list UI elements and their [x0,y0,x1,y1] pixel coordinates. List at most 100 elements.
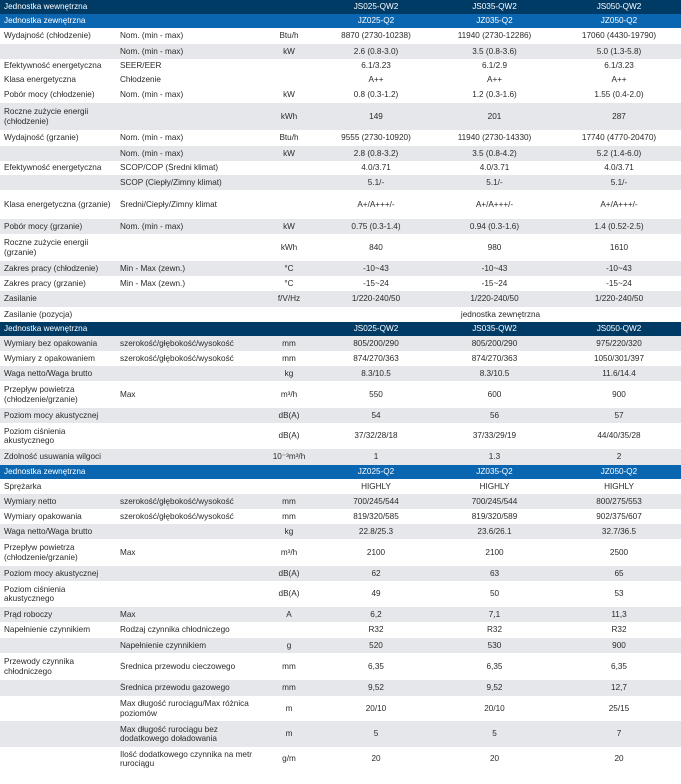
row-unit: kg [284,368,294,378]
value-035: R32 [486,625,503,635]
table-row: Poziom mocy akustycznej dB(A) 54 56 57 [0,408,681,423]
table-row: Przepływ powietrza (chłodzenie/grzanie) M… [0,539,681,566]
value-050: 902/375/607 [596,511,642,521]
value-035: 1/220-240/50 [470,294,519,304]
indoor-unit-header: Jednostka wewnętrzna JS025-QW2 JS035-QW2 JS… [0,0,681,14]
row-unit: mm [282,496,296,506]
table-row: Pobór mocy (chłodzenie) Nom. (min - max) k… [0,87,681,103]
row-unit: °C [284,263,294,273]
table-row: Max długość rurociągu/Max różnica poziom… [0,696,681,721]
table-row: Poziom mocy akustycznej dB(A) 62 63 65 [0,566,681,581]
value-035: 980 [487,242,502,252]
table-row: Napełnienie czynnikiem Rodzaj czynnika ch… [0,622,681,638]
value-050: 11,3 [611,609,627,619]
value-035: 9,52 [486,683,503,693]
value-050: 2 [616,452,622,462]
row-label: Zakres pracy (chłodzenie) [4,263,99,273]
value-035: 23.6/26.1 [477,526,512,536]
value-050: 6.1/3.23 [604,61,634,71]
value-025: 37/32/28/18 [354,431,398,441]
value-025: 6,35 [368,661,384,671]
value-050: 20 [614,754,624,764]
value-025: 149 [369,111,383,121]
value-050: A+/A+++/- [600,199,638,209]
row-unit: kW [283,221,295,231]
value-050: 6,35 [611,661,627,671]
row-label: Zakres pracy (grzanie) [4,278,86,288]
value-025: 2.6 (0.8-3.0) [353,46,399,56]
table-row: Przewody czynnika chłodniczego Średnica p… [0,653,681,680]
value-050: 1610 [609,242,629,252]
value-025: 22.8/25.3 [358,526,394,536]
row-unit: g [286,640,292,650]
value-025: 20 [371,754,381,764]
row-label: Sprężarka [4,481,42,491]
value-050: 5.2 (1.4-6.0) [596,148,642,158]
value-050: 17060 (4430-19790) [581,31,657,41]
value-025: 1/220-240/50 [351,294,401,304]
table-row: Wydajność (chłodzenie) Nom. (min - max) Bt… [0,28,681,44]
table-row: Prąd roboczy Max A 6,2 7,1 11,3 [0,607,681,622]
value-050: 11.6/14.4 [602,368,636,378]
row-condition: Ilość dodatkowego czynnika na metr ruroc… [120,749,252,768]
value-025: JS025-QW2 [353,324,399,334]
row-condition: Napełnienie czynnikiem [120,640,207,650]
value-025: JZ025-Q2 [357,16,395,26]
value-050: 57 [614,410,624,420]
table-row: SCOP (Ciepły/Zimny klimat) 5.1/- 5.1/- 5.1/… [0,175,681,190]
row-condition: Średnica przewodu cieczowego [120,661,236,671]
value-025: 49 [371,589,381,599]
value-050: 1050/301/397 [593,353,645,363]
value-050: JS050-QW2 [596,2,642,12]
value-035: 600 [487,389,502,399]
value-035: JS035-QW2 [472,2,517,12]
value-050: 800/275/553 [596,496,642,506]
value-025: JS025-QW2 [353,2,399,12]
value-035: 201 [487,111,502,121]
value-050: 5.1/- [610,177,628,187]
row-unit: m³/h [280,547,298,557]
value-035: 5.1/- [486,177,503,187]
value-025: 520 [369,640,383,650]
value-050: 1/220-240/50 [594,294,644,304]
row-label: Wydajność (grzanie) [4,133,79,143]
value-035: 2100 [485,547,504,557]
row-label: Wydajność (chłodzenie) [4,31,91,41]
value-035: A++ [486,75,503,85]
value-035: HIGHLY [479,481,510,491]
value-050: 53 [614,589,624,599]
value-035: 3.5 (0.8-3.6) [472,46,517,56]
row-unit: dB(A) [278,410,300,420]
row-label: Wymiary z opakowaniem [4,353,95,363]
row-unit: Btu/h [279,133,299,143]
row-label: Zasilanie (pozycja) [4,309,73,319]
value-025: 20/10 [365,703,387,713]
table-row: Klasa energetyczna Chłodzenie A++ A++ A++ [0,73,681,87]
table-row: Średnica przewodu gazowego mm 9,52 9,52 12,7 [0,680,681,696]
value-025: 0.8 (0.3-1.2) [353,90,399,100]
value-035: JS035-QW2 [472,324,517,334]
value-035: 3.5 (0.8-4.2) [472,148,517,158]
row-condition: szerokość/głębokość/wysokość [120,338,234,348]
row-condition: szerokość/głębokość/wysokość [120,353,234,363]
row-unit: m [285,703,293,713]
table-row: Poziom ciśnienia akustycznego dB(A) 49 50 53 [0,581,681,607]
row-label: Wymiary opakowania [4,511,82,521]
row-condition: Max długość rurociągu bez dodatkowego do… [120,724,218,743]
value-050: JS050-QW2 [596,324,642,334]
row-label: Efektywność energetyczna [4,163,102,173]
row-unit: kW [283,46,295,56]
table-row: Max długość rurociągu bez dodatkowego do… [0,721,681,747]
value-035: 1.2 (0.3-1.6) [472,90,517,100]
row-unit: 10⁻³m³/h [272,452,306,462]
row-unit: dB(A) [278,431,300,441]
value-025: A+/A+++/- [357,199,395,209]
value-025: 8.3/10.5 [361,368,391,378]
row-condition: Nom. (min - max) [120,221,184,231]
value-025: 9,52 [368,683,384,693]
value-025: 6.1/3.23 [361,61,391,71]
value-050: 12,7 [611,683,627,693]
value-035: 819/320/589 [471,511,518,521]
row-condition: Nom. (min - max) [120,90,184,100]
row-label: Poziom ciśnienia akustycznego [4,426,66,445]
